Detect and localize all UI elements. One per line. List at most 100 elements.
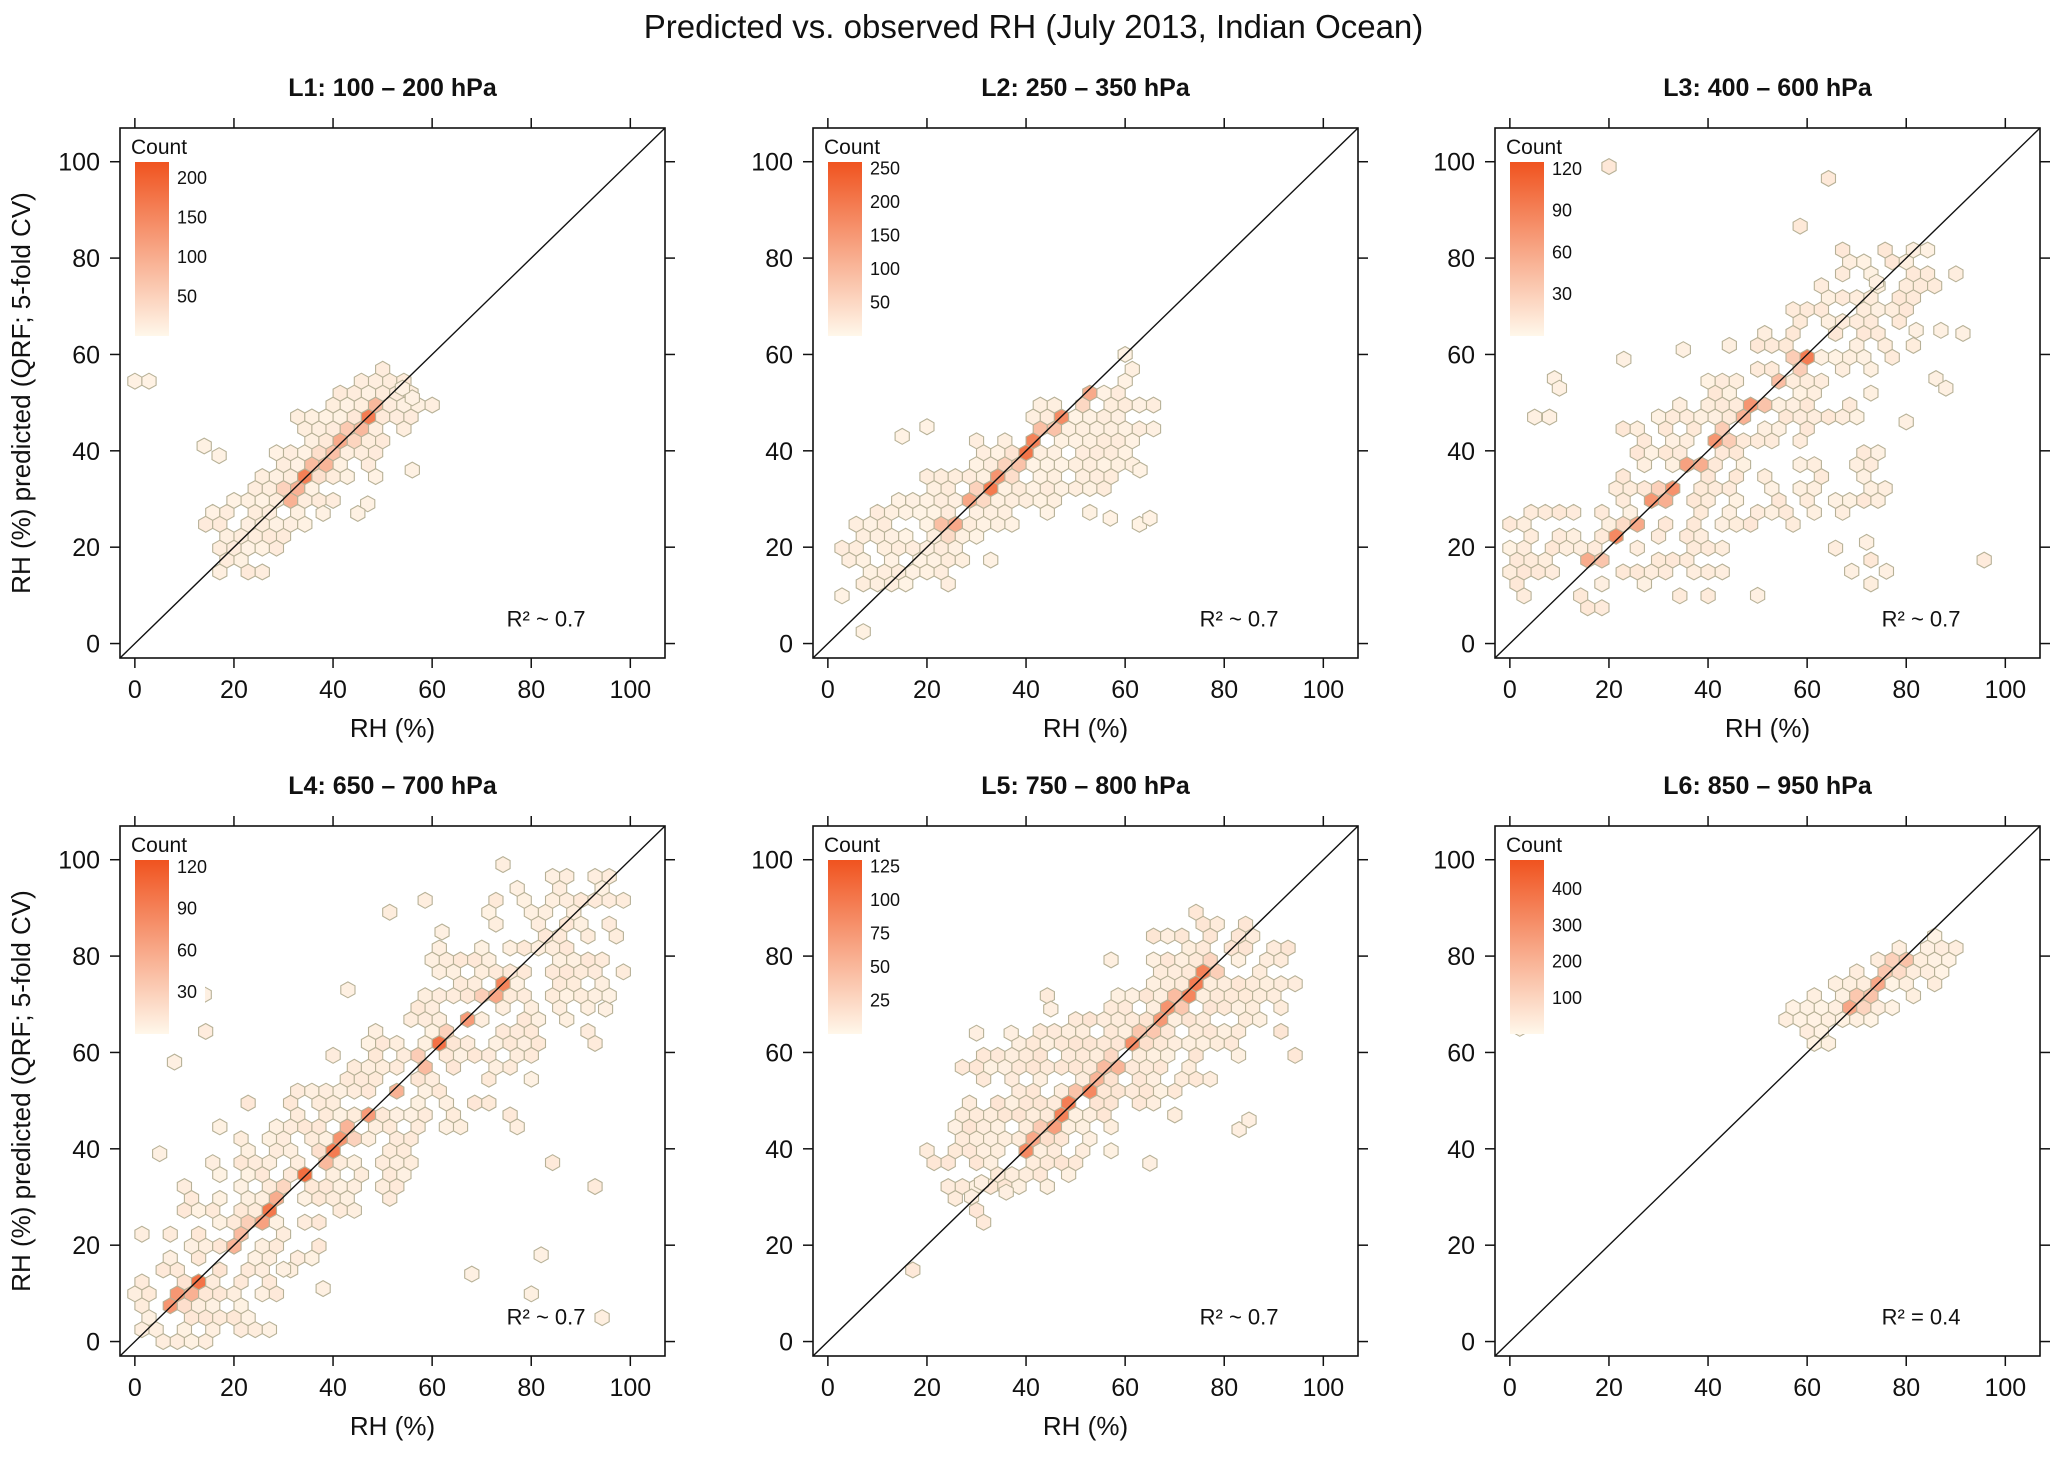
- legend-colorbar: [828, 860, 862, 1034]
- hexbin-cell: [134, 1225, 150, 1243]
- hexbin-cell: [1209, 915, 1225, 933]
- legend-tick-label: 120: [177, 857, 207, 877]
- hexbin-cell: [1976, 551, 1992, 569]
- hexbin-cell: [1573, 587, 1589, 605]
- hexbin-cell: [1132, 461, 1148, 479]
- x-tick-label: 80: [517, 1374, 545, 1402]
- hexbin-cell: [1032, 396, 1048, 414]
- hexbin-cell: [1082, 1010, 1098, 1029]
- hexbin-cell: [1948, 939, 1964, 957]
- x-tick-label: 80: [1892, 1374, 1920, 1402]
- plot-frame: [812, 127, 1359, 659]
- hexbin-cell: [233, 1130, 249, 1148]
- hexbin-cell: [1785, 999, 1801, 1017]
- hexbin-cell: [968, 1201, 985, 1219]
- hexbin-cell: [998, 1183, 1014, 1201]
- hexbin-cell: [1856, 444, 1872, 462]
- hexbin-cell: [1721, 336, 1737, 355]
- hexbin-cell: [905, 491, 921, 510]
- hexbin-cell: [315, 1279, 331, 1298]
- hexbin-cell: [452, 951, 469, 969]
- panel-title: L6: 850 – 950 hPa: [1663, 772, 1873, 800]
- legend-tick-label: 250: [870, 159, 900, 179]
- hexbin-cell: [1735, 432, 1752, 450]
- y-tick-label: 80: [765, 943, 793, 971]
- y-tick-label: 0: [1461, 631, 1475, 659]
- x-tick-label: 20: [1595, 1374, 1623, 1402]
- hexbin-cell: [1927, 927, 1943, 945]
- hexbin-cell: [1657, 515, 1674, 533]
- x-tick-label: 80: [517, 676, 545, 704]
- hexbin-cell: [162, 1225, 178, 1243]
- y-tick-label: 80: [1447, 943, 1475, 971]
- hexbin-cell: [968, 1024, 985, 1042]
- hexbin-cell: [1672, 587, 1688, 605]
- hexbin-cell: [1891, 939, 1907, 957]
- hexbin-cell: [166, 1053, 183, 1071]
- hexbin-cell: [495, 855, 511, 874]
- y-tick-label: 20: [72, 534, 100, 562]
- hexbin-cell: [254, 563, 270, 581]
- hexbin-cell: [1124, 360, 1140, 378]
- reference-line-1to1: [1495, 826, 2040, 1356]
- hexbin-cell: [290, 1082, 306, 1100]
- hexbin-cell: [1884, 999, 1900, 1017]
- y-tick-label: 100: [1433, 847, 1475, 875]
- panel-title: L3: 400 – 600 hPa: [1663, 74, 1873, 102]
- hexbin-cell: [1629, 539, 1645, 557]
- hexbin-cell: [198, 1022, 214, 1041]
- legend-tick-label: 50: [177, 286, 197, 306]
- legend-tick-label: 100: [870, 259, 900, 279]
- hexbin-cell: [1124, 987, 1140, 1005]
- hexbin-cell: [1131, 396, 1148, 414]
- hexbin-cell: [523, 1070, 539, 1088]
- hexbin-cell: [919, 467, 935, 486]
- hexbin-cell: [1068, 1010, 1084, 1029]
- legend-tick-label: 200: [177, 168, 207, 188]
- hexbin-cell: [1216, 1022, 1232, 1041]
- hexbin-cell: [1142, 1154, 1158, 1172]
- hexbin-cell: [417, 891, 433, 909]
- hexbin-cell: [933, 467, 949, 486]
- hexbin-cell: [973, 1173, 990, 1192]
- hexbin-cell: [1905, 336, 1922, 355]
- hexbin-cell: [275, 1260, 292, 1278]
- hexbin-cell: [1594, 575, 1610, 593]
- hexbin-cell: [1650, 551, 1667, 569]
- hexbin-cell: [1928, 369, 1944, 388]
- y-tick-label: 60: [765, 341, 793, 369]
- hexbin-cell: [290, 1249, 306, 1267]
- hexbin-cell: [375, 360, 391, 378]
- hexbin-cell: [1771, 396, 1787, 414]
- hexbin-cell: [1160, 927, 1176, 945]
- legend-tick-label: 100: [177, 247, 207, 267]
- hexbin-cell: [467, 1094, 483, 1112]
- hexbin-cell: [559, 867, 575, 886]
- hexbin-cell: [1849, 963, 1865, 981]
- legend-title: Count: [1506, 136, 1562, 159]
- hexbin-cell: [389, 1034, 405, 1053]
- hexbin-cell: [1878, 562, 1895, 580]
- hexbin-cell: [1145, 396, 1162, 414]
- hexbin-cell: [268, 1118, 285, 1136]
- x-tick-label: 100: [1984, 1374, 2026, 1402]
- hexbin-cell: [375, 1106, 391, 1124]
- legend-tick-label: 30: [177, 982, 197, 1002]
- hexbin-cell: [1523, 503, 1539, 521]
- hexbin-cell: [141, 372, 157, 390]
- y-tick-label: 0: [1461, 1329, 1475, 1357]
- hexbin-cell: [1858, 533, 1875, 551]
- legend-tick-label: 50: [870, 293, 890, 313]
- x-tick-label: 0: [821, 1374, 835, 1402]
- hexbin-cell: [1287, 975, 1303, 993]
- y-tick-label: 40: [765, 438, 793, 466]
- legend-tick-label: 50: [870, 957, 890, 977]
- hexbin-cell: [1948, 265, 1964, 283]
- y-tick-label: 20: [1447, 1232, 1475, 1260]
- hexbin-cell: [431, 939, 447, 957]
- hexbin-cell: [346, 1154, 362, 1172]
- hexbin-cell: [1898, 413, 1914, 431]
- hexbin-cell: [311, 1237, 327, 1255]
- legend-title: Count: [824, 834, 880, 857]
